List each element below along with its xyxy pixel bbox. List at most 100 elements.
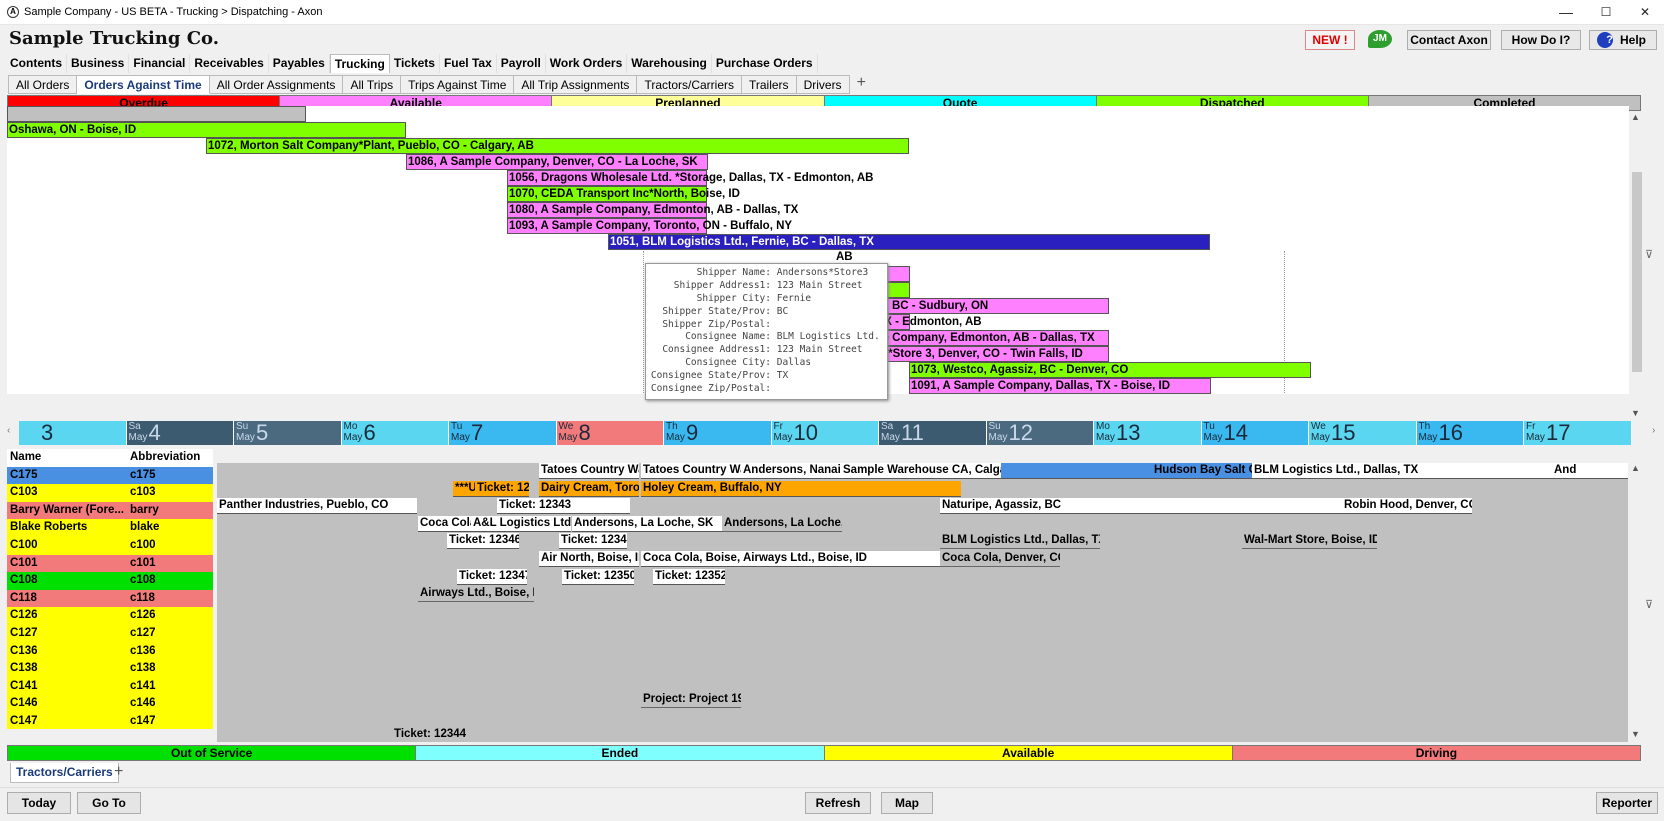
orders-scrollbar[interactable]: ▲ ▼ <box>1630 112 1644 420</box>
maximize-button[interactable]: ☐ <box>1600 5 1612 19</box>
timeline-day[interactable]: Th May 16 <box>1416 421 1524 445</box>
resource-row[interactable]: C108 c108 <box>7 572 213 590</box>
scroll-thumb[interactable] <box>1632 172 1642 372</box>
tab-all-order-assignments[interactable]: All Order Assignments <box>209 75 344 94</box>
contact-axon-button[interactable]: Contact Axon <box>1407 30 1491 50</box>
how-do-i-button[interactable]: How Do I? <box>1501 30 1581 50</box>
menu-item-payables[interactable]: Payables <box>269 54 330 73</box>
timeline-day[interactable]: We May 8 <box>556 421 664 445</box>
map-button[interactable]: Map <box>881 792 933 814</box>
assignment-bar[interactable]: Ticket: 12347 <box>457 568 527 585</box>
assignment-bar[interactable]: Airways Ltd., Boise, ID <box>741 551 941 567</box>
scroll-up-icon[interactable]: ▲ <box>1631 463 1640 473</box>
order-bar[interactable]: AB <box>835 250 853 266</box>
menu-item-business[interactable]: Business <box>67 54 130 73</box>
menu-item-purchase-orders[interactable]: Purchase Orders <box>712 54 818 73</box>
order-bar[interactable]: Oshawa, ON - Boise, ID <box>7 122 406 138</box>
assignment-bar[interactable]: Ticket: 12343 <box>497 498 630 515</box>
tab-tractors-carriers[interactable]: Tractors/Carriers <box>637 75 742 94</box>
assignment-bar[interactable]: Air North, Boise, ID <box>539 551 639 567</box>
menu-item-trucking[interactable]: Trucking <box>329 54 390 73</box>
menu-item-payroll[interactable]: Payroll <box>497 54 546 73</box>
order-bar[interactable]: 1051, BLM Logistics Ltd., Fernie, BC - D… <box>608 234 1210 250</box>
date-timeline[interactable]: 3 Sa May 4 Su May 5 Mo May 6 Tu May 7 We May 8 Th May 9 Fr M… <box>19 421 1632 445</box>
assignment-bar[interactable]: Coca Cola <box>418 515 471 532</box>
assignment-bar[interactable]: Andersons, La Loche, SK <box>722 515 842 532</box>
resource-row[interactable]: C100 c100 <box>7 536 213 555</box>
menu-item-work-orders[interactable]: Work Orders <box>546 54 628 73</box>
assignment-bar[interactable]: Ticket: 12352 <box>653 568 725 585</box>
assignment-bar[interactable]: Naturipe, Agassiz, BC <box>940 498 1342 515</box>
assignment-bar[interactable]: And <box>1552 463 1628 479</box>
user-avatar[interactable]: JM <box>1368 30 1392 48</box>
tab-trips-against-time[interactable]: Trips Against Time <box>401 75 515 94</box>
timeline-right-icon[interactable]: › <box>1652 425 1656 436</box>
assignment-bar[interactable]: Tatoes Country Wan <box>641 463 741 479</box>
assignment-bar[interactable] <box>1001 463 1152 479</box>
timeline-day[interactable]: Tu May 14 <box>1201 421 1309 445</box>
resource-row[interactable]: C141 c141 <box>7 677 213 696</box>
goto-button[interactable]: Go To <box>77 792 141 814</box>
scroll-up-icon[interactable]: ▲ <box>1631 112 1640 122</box>
assignment-bar[interactable]: Coca Cola, Denver, CO <box>940 551 1060 567</box>
order-bar[interactable]: 1056, Dragons Wholesale Ltd. *Storage, D… <box>507 170 874 186</box>
order-bar[interactable]: A Sample Company, Edmonton, AB - Dallas,… <box>835 330 1109 346</box>
assignment-bar[interactable]: BLM Logistics Ltd., Dallas, TX <box>1252 463 1552 479</box>
assignment-bar[interactable]: ***U <box>453 480 475 497</box>
assignment-bar[interactable]: Andersons, Nanaimo <box>741 463 841 479</box>
today-button[interactable]: Today <box>7 792 71 814</box>
column-name[interactable]: Name <box>10 451 42 463</box>
scroll-down-icon[interactable]: ▼ <box>1631 729 1640 739</box>
scroll-down-icon[interactable]: ▼ <box>1631 408 1640 418</box>
new-button[interactable]: NEW ! <box>1305 30 1355 50</box>
order-bar[interactable]: Eastland *Store 3, Denver, CO - Twin Fal… <box>835 346 1109 362</box>
resource-row[interactable]: C147 c147 <box>7 712 213 729</box>
add-tab-icon[interactable]: + <box>849 75 873 94</box>
order-bar[interactable]: 1093, A Sample Company, Toronto, ON - Bu… <box>507 218 793 234</box>
timeline-day[interactable]: SaMay18 <box>1631 421 1632 445</box>
assignment-bar[interactable]: Tatoes Country Wan <box>539 463 639 479</box>
menu-item-contents[interactable]: Contents <box>6 54 67 73</box>
assignment-bar[interactable]: Ticket: 12346 <box>447 533 519 550</box>
resource-row[interactable]: C175 c175 <box>7 466 213 485</box>
resource-row[interactable]: Barry Warner (Fore... barry <box>7 501 213 520</box>
timeline-day[interactable]: Sa May 11 <box>879 421 987 445</box>
timeline-day[interactable]: Mo May 6 <box>341 421 449 445</box>
assignment-bar[interactable]: Sample Warehouse CA, Calgary, AB <box>841 463 1001 479</box>
help-button[interactable]: ? Help <box>1589 30 1657 50</box>
menu-item-receivables[interactable]: Receivables <box>190 54 269 73</box>
resource-row[interactable]: C138 c138 <box>7 660 213 678</box>
assignment-bar[interactable]: Robin Hood, Denver, CO <box>1342 498 1472 515</box>
assignment-bar[interactable]: A&L Logistics Ltd., <box>471 515 571 532</box>
assignments-gantt[interactable]: Tatoes Country WanTatoes Country WanAnde… <box>217 463 1628 742</box>
assignment-bar[interactable]: Ticket: 12344 <box>392 727 472 742</box>
tab-all-trip-assignments[interactable]: All Trip Assignments <box>514 75 638 94</box>
order-bar[interactable] <box>7 106 306 122</box>
tab-all-trips[interactable]: All Trips <box>343 75 402 94</box>
resource-row[interactable]: Blake Roberts blake <box>7 519 213 537</box>
assignment-bar[interactable]: Hudson Bay Salt Co <box>1152 463 1252 479</box>
resource-row[interactable]: C136 c136 <box>7 642 213 661</box>
tab-orders-against-time[interactable]: Orders Against Time <box>77 75 210 94</box>
resource-row[interactable]: C146 c146 <box>7 695 213 713</box>
order-bar[interactable]: 1070, CEDA Transport Inc*North, Boise, I… <box>507 186 740 202</box>
resource-row[interactable]: C101 c101 <box>7 554 213 573</box>
assignment-bar[interactable]: Ticket: 12350 <box>562 568 634 585</box>
resource-row[interactable]: C127 c127 <box>7 624 213 643</box>
timeline-day[interactable]: Su May 5 <box>234 421 342 445</box>
timeline-day[interactable]: Fr May 10 <box>771 421 879 445</box>
assignment-bar[interactable]: Holey Cream, Buffalo, NY <box>641 480 961 497</box>
assignment-bar[interactable]: Dairy Cream, Toronto <box>539 480 639 497</box>
tab-drivers[interactable]: Drivers <box>796 75 850 94</box>
refresh-button[interactable]: Refresh <box>805 792 871 814</box>
assignments-scrollbar[interactable]: ▲ ▼ <box>1630 463 1644 742</box>
filter-icon[interactable]: ⊽ <box>1645 249 1654 261</box>
order-bar[interactable]: 1086, A Sample Company, Denver, CO - La … <box>406 154 708 170</box>
timeline-day[interactable]: We May 15 <box>1309 421 1417 445</box>
timeline-day[interactable]: 3 <box>19 421 127 445</box>
timeline-day[interactable]: Fr May 17 <box>1524 421 1632 445</box>
menu-item-tickets[interactable]: Tickets <box>390 54 440 73</box>
assignment-bar[interactable]: Andersons, La Loche, SK <box>572 515 723 532</box>
close-button[interactable]: ✕ <box>1639 5 1651 19</box>
menu-item-fuel-tax[interactable]: Fuel Tax <box>440 54 497 73</box>
